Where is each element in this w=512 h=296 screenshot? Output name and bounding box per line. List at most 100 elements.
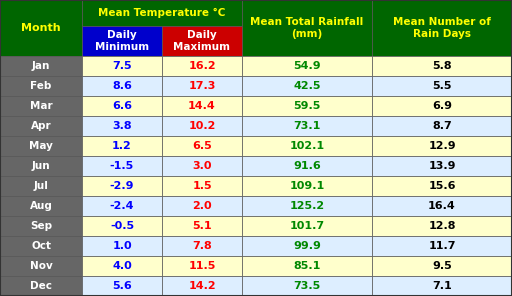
Bar [0, 196, 82, 216]
Bar [82, 96, 162, 116]
Bar [242, 196, 372, 216]
Text: 91.6: 91.6 [293, 161, 321, 171]
Text: 13.9: 13.9 [428, 161, 456, 171]
Bar [82, 116, 162, 136]
Text: 6.6: 6.6 [112, 101, 132, 111]
Bar [372, 156, 512, 176]
Bar [162, 216, 242, 236]
Bar [242, 256, 372, 276]
Text: Dec: Dec [30, 281, 52, 291]
Text: 1.2: 1.2 [112, 141, 132, 151]
Bar [372, 136, 512, 156]
Bar [0, 116, 82, 136]
Bar [82, 26, 162, 56]
Text: 7.8: 7.8 [192, 241, 212, 251]
Text: Feb: Feb [30, 81, 52, 91]
Text: 3.0: 3.0 [192, 161, 212, 171]
Text: Jul: Jul [34, 181, 49, 191]
Bar [82, 196, 162, 216]
Bar [162, 26, 242, 56]
Text: 6.9: 6.9 [432, 101, 452, 111]
Bar [242, 96, 372, 116]
Text: Jan: Jan [32, 61, 50, 71]
Bar [372, 196, 512, 216]
Bar [372, 176, 512, 196]
Bar [162, 116, 242, 136]
Text: Daily
Minimum: Daily Minimum [95, 30, 149, 52]
Text: 8.6: 8.6 [112, 81, 132, 91]
Text: Apr: Apr [31, 121, 51, 131]
Bar [82, 176, 162, 196]
Bar [242, 276, 372, 296]
Bar [0, 76, 82, 96]
Bar [82, 216, 162, 236]
Text: 85.1: 85.1 [293, 261, 321, 271]
Text: 14.4: 14.4 [188, 101, 216, 111]
Text: 5.6: 5.6 [112, 281, 132, 291]
Text: 16.2: 16.2 [188, 61, 216, 71]
Bar [0, 236, 82, 256]
Text: 73.5: 73.5 [293, 281, 321, 291]
Text: Sep: Sep [30, 221, 52, 231]
Text: -2.4: -2.4 [110, 201, 134, 211]
Text: 4.0: 4.0 [112, 261, 132, 271]
Bar [242, 136, 372, 156]
Bar [372, 276, 512, 296]
Bar [162, 276, 242, 296]
Text: Mean Number of
Rain Days: Mean Number of Rain Days [393, 17, 491, 39]
Bar [0, 176, 82, 196]
Bar [242, 176, 372, 196]
Bar [242, 0, 372, 56]
Bar [82, 276, 162, 296]
Bar [162, 136, 242, 156]
Bar [0, 0, 82, 56]
Bar [242, 76, 372, 96]
Text: Mar: Mar [30, 101, 52, 111]
Text: 73.1: 73.1 [293, 121, 321, 131]
Bar [82, 0, 242, 26]
Text: Mean Temperature °C: Mean Temperature °C [98, 8, 226, 18]
Bar [162, 76, 242, 96]
Text: 9.5: 9.5 [432, 261, 452, 271]
Text: -2.9: -2.9 [110, 181, 134, 191]
Bar [0, 156, 82, 176]
Bar [372, 76, 512, 96]
Text: 12.9: 12.9 [428, 141, 456, 151]
Text: 11.5: 11.5 [188, 261, 216, 271]
Text: 59.5: 59.5 [293, 101, 321, 111]
Bar [372, 256, 512, 276]
Text: Mean Total Rainfall
(mm): Mean Total Rainfall (mm) [250, 17, 364, 39]
Text: 42.5: 42.5 [293, 81, 321, 91]
Text: 17.3: 17.3 [188, 81, 216, 91]
Bar [162, 236, 242, 256]
Text: Month: Month [21, 23, 61, 33]
Text: 14.2: 14.2 [188, 281, 216, 291]
Bar [372, 236, 512, 256]
Text: -0.5: -0.5 [110, 221, 134, 231]
Text: 101.7: 101.7 [289, 221, 325, 231]
Bar [162, 56, 242, 76]
Text: 16.4: 16.4 [428, 201, 456, 211]
Text: 3.8: 3.8 [112, 121, 132, 131]
Text: 7.5: 7.5 [112, 61, 132, 71]
Bar [0, 56, 82, 76]
Bar [162, 256, 242, 276]
Text: 54.9: 54.9 [293, 61, 321, 71]
Bar [372, 116, 512, 136]
Text: -1.5: -1.5 [110, 161, 134, 171]
Text: 7.1: 7.1 [432, 281, 452, 291]
Bar [242, 56, 372, 76]
Bar [162, 196, 242, 216]
Bar [162, 156, 242, 176]
Text: 15.6: 15.6 [428, 181, 456, 191]
Bar [372, 56, 512, 76]
Bar [82, 136, 162, 156]
Text: 99.9: 99.9 [293, 241, 321, 251]
Text: 125.2: 125.2 [289, 201, 325, 211]
Bar [0, 136, 82, 156]
Bar [0, 276, 82, 296]
Text: 11.7: 11.7 [428, 241, 456, 251]
Text: Daily
Maximum: Daily Maximum [174, 30, 230, 52]
Bar [242, 116, 372, 136]
Bar [162, 176, 242, 196]
